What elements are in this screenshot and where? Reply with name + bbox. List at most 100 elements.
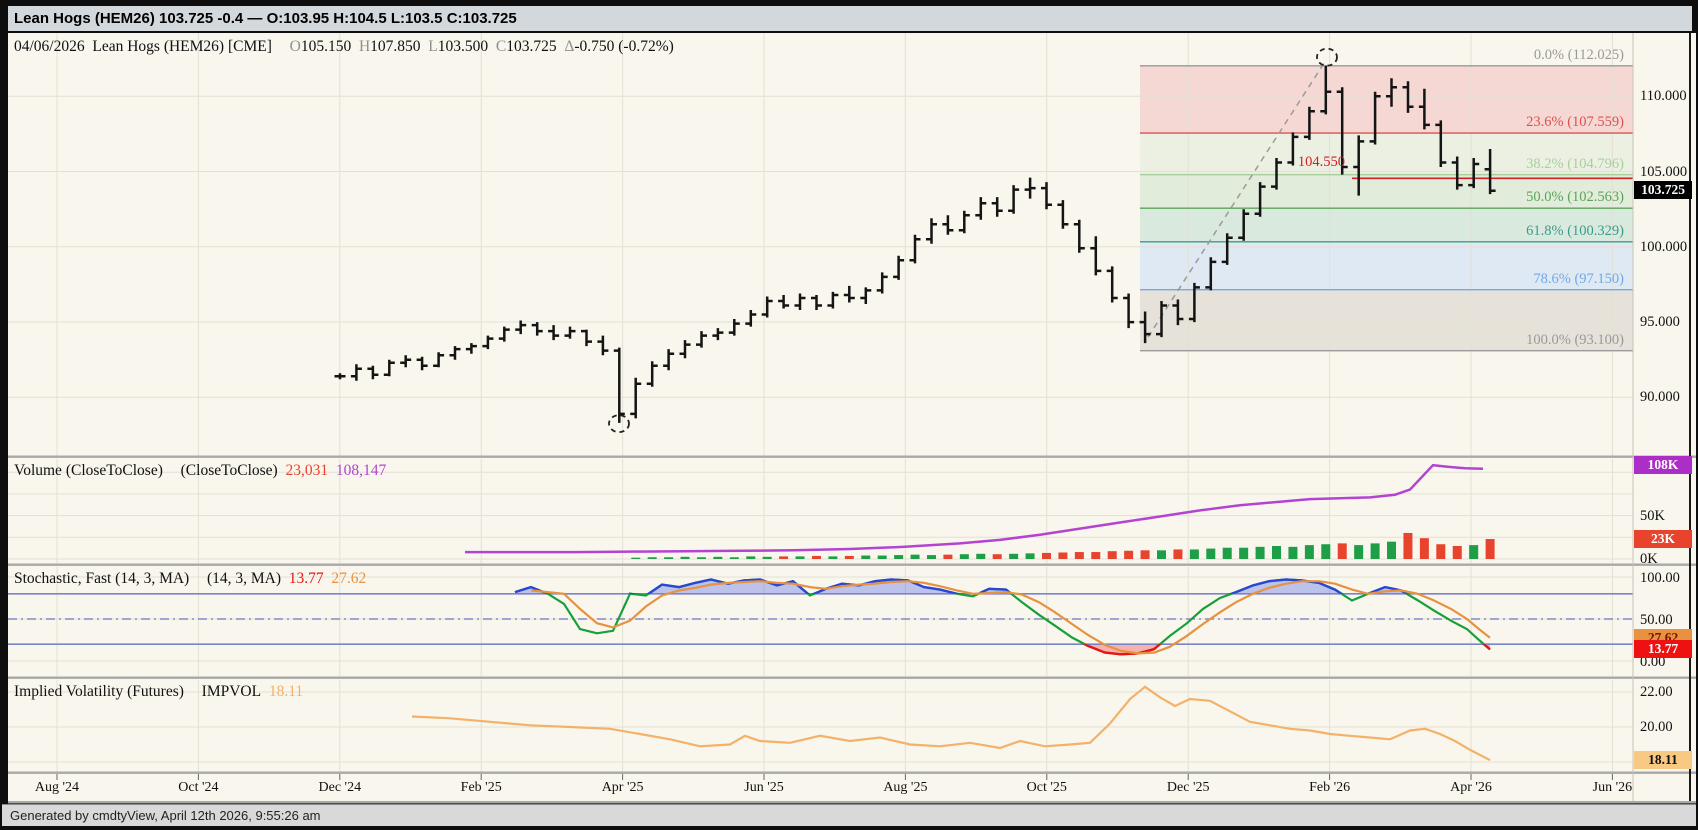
volume-bar[interactable]: [844, 555, 854, 559]
volume-bar[interactable]: [1189, 549, 1199, 559]
volume-bar[interactable]: [1091, 552, 1101, 559]
volume-bar[interactable]: [1403, 532, 1413, 559]
x-axis-label[interactable]: Oct '25: [1026, 780, 1067, 795]
open-interest-last-value: 108,147: [335, 462, 387, 479]
volume-bar[interactable]: [976, 553, 986, 559]
volume-bar[interactable]: [992, 554, 1002, 559]
volume-bar[interactable]: [1387, 541, 1397, 559]
volume-bar[interactable]: [1370, 543, 1380, 559]
x-axis-label[interactable]: Jun '25: [744, 780, 784, 795]
volume-bar[interactable]: [1272, 545, 1282, 559]
delta-value: -0.750 (-0.72%): [574, 38, 674, 55]
stoch-axis-label: 50.00: [1640, 612, 1673, 628]
volume-bar[interactable]: [713, 556, 723, 559]
volume-bar[interactable]: [1173, 549, 1183, 559]
stoch-k-line-overbought: [514, 578, 1410, 594]
volume-bar[interactable]: [910, 554, 920, 559]
volume-bar[interactable]: [1140, 550, 1150, 559]
x-axis-label[interactable]: Feb '26: [1309, 780, 1351, 795]
panel-divider[interactable]: [8, 801, 1696, 804]
instrument-name: Lean Hogs (HEM26) [CME]: [92, 38, 272, 55]
volume-bar[interactable]: [1025, 553, 1035, 559]
open-label: O: [289, 38, 301, 55]
volume-bar[interactable]: [1124, 550, 1134, 559]
volume-bar[interactable]: [1321, 544, 1331, 559]
volume-bar[interactable]: [811, 555, 821, 559]
volume-bar[interactable]: [1074, 552, 1084, 559]
low-label: L: [428, 38, 438, 55]
stochastic-panel-header[interactable]: Stochastic, Fast (14, 3, MA) (14, 3, MA)…: [14, 569, 366, 589]
volume-bar[interactable]: [959, 554, 969, 559]
volume-bar[interactable]: [1304, 545, 1314, 559]
fib-band: [1140, 289, 1633, 351]
panel-divider[interactable]: [8, 563, 1696, 566]
open-interest-line[interactable]: [465, 463, 1484, 554]
volume-bar[interactable]: [1058, 552, 1068, 559]
volume-panel-header[interactable]: Volume (CloseToClose) (CloseToClose) 23,…: [14, 461, 386, 481]
volume-bar[interactable]: [1222, 547, 1232, 559]
volume-bar[interactable]: [680, 556, 690, 559]
x-axis-label[interactable]: Dec '24: [318, 780, 362, 795]
volume-bar[interactable]: [1009, 553, 1019, 559]
volume-bar[interactable]: [647, 557, 657, 559]
volume-bar[interactable]: [729, 557, 739, 559]
volume-bar[interactable]: [1469, 545, 1479, 559]
volume-bar[interactable]: [1255, 546, 1265, 559]
volume-bar[interactable]: [795, 556, 805, 559]
fib-band: [1140, 208, 1633, 242]
stoch-overbought-fill: [515, 579, 1490, 594]
stoch-d-line[interactable]: [530, 580, 1491, 655]
volume-bar[interactable]: [1436, 544, 1446, 559]
volume-bar[interactable]: [1354, 545, 1364, 559]
volume-bar[interactable]: [696, 557, 706, 559]
iv-study-params: IMPVOL: [201, 683, 262, 700]
x-axis-label[interactable]: Aug '25: [883, 780, 928, 795]
ohlc-bars[interactable]: [334, 65, 1496, 423]
fib-level-label: 61.8% (100.329): [1526, 222, 1624, 239]
x-axis-label[interactable]: Oct '24: [178, 780, 219, 795]
volume-bar[interactable]: [1337, 543, 1347, 559]
swing-point-circle[interactable]: [608, 414, 630, 434]
x-axis-label[interactable]: Apr '25: [601, 780, 644, 795]
volume-bar[interactable]: [1107, 551, 1117, 559]
volume-bar[interactable]: [1485, 539, 1495, 559]
volume-bar[interactable]: [779, 556, 789, 559]
volume-bar[interactable]: [1041, 552, 1051, 559]
volume-bar[interactable]: [926, 555, 936, 559]
x-axis-label[interactable]: Jun '26: [1592, 780, 1633, 795]
volume-bar[interactable]: [762, 556, 772, 559]
volume-bar[interactable]: [877, 555, 887, 559]
swing-point-circle[interactable]: [1316, 47, 1338, 67]
volume-bar[interactable]: [1288, 546, 1298, 559]
implied-volatility-line[interactable]: [411, 685, 1491, 762]
volume-bar[interactable]: [1157, 550, 1166, 559]
volume-bar[interactable]: [1206, 548, 1216, 559]
volume-bar[interactable]: [664, 557, 674, 559]
fib-level-label: 78.6% (97.150): [1533, 270, 1624, 287]
volume-bar[interactable]: [1419, 538, 1429, 559]
volume-bar[interactable]: [631, 557, 641, 559]
volume-badge: 23K: [1634, 530, 1692, 548]
x-axis-label[interactable]: Feb '25: [460, 780, 502, 795]
window-title-bar[interactable]: Lean Hogs (HEM26) 103.725 -0.4 — O:103.9…: [8, 6, 1692, 31]
volume-bar[interactable]: [746, 556, 756, 559]
panel-divider[interactable]: [8, 771, 1696, 774]
price-panel-header[interactable]: 04/06/2026 Lean Hogs (HEM26) [CME] O105.…: [14, 37, 674, 57]
x-axis-label[interactable]: Dec '25: [1166, 780, 1210, 795]
x-axis-label[interactable]: Apr '26: [1450, 780, 1492, 795]
delta-icon: Δ: [564, 38, 575, 55]
price-axis-label: 105.000: [1640, 163, 1688, 180]
panel-divider[interactable]: [8, 676, 1696, 679]
volume-bar[interactable]: [1452, 545, 1462, 559]
volume-bar[interactable]: [943, 554, 953, 559]
volume-bar[interactable]: [828, 556, 838, 559]
volume-bar[interactable]: [861, 555, 871, 559]
x-axis-label[interactable]: Aug '24: [34, 780, 80, 795]
panel-divider[interactable]: [8, 455, 1696, 458]
volume-bar[interactable]: [894, 555, 904, 559]
iv-panel-header[interactable]: Implied Volatility (Futures) IMPVOL 18.1…: [14, 682, 303, 702]
fib-level-label: 0.0% (112.025): [1533, 46, 1624, 63]
volume-bar[interactable]: [1239, 547, 1249, 559]
